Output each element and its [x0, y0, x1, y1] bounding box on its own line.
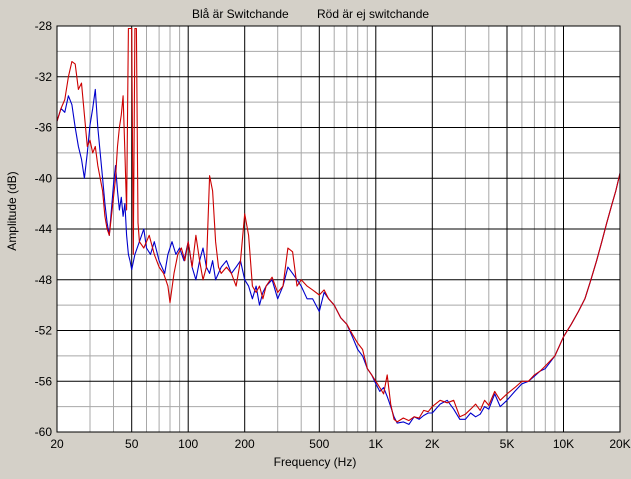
series-line-red [56, 27, 621, 423]
x-tick-label: 20K [609, 437, 630, 451]
x-tick-label: 500 [309, 437, 329, 451]
y-tick-label: -56 [35, 374, 53, 388]
y-tick-label: -60 [35, 425, 53, 439]
x-tick-label: 2K [425, 437, 440, 451]
plot-border [56, 25, 621, 433]
x-tick-label: 100 [178, 437, 198, 451]
y-tick-label: -28 [35, 19, 53, 33]
y-tick-label: -36 [35, 121, 53, 135]
title-right: Röd är ej switchande [317, 7, 429, 21]
y-tick-label: -48 [35, 273, 53, 287]
x-tick-labels: 20 50 100 200 500 1K 2K 5K 10K 20K [50, 437, 630, 451]
x-tick-label: 50 [125, 437, 139, 451]
y-tick-label: -40 [35, 171, 53, 185]
y-tick-labels: -28 -32 -36 -40 -44 -48 -52 -56 -60 [35, 19, 53, 439]
x-tick-label: 20 [50, 437, 64, 451]
y-tick-label: -44 [35, 222, 53, 236]
series-layer [56, 27, 621, 425]
x-tick-label: 200 [235, 437, 255, 451]
series-line-blue [56, 88, 621, 425]
x-tick-label: 10K [553, 437, 574, 451]
y-tick-label: -32 [35, 70, 53, 84]
title-left: Blå är Switchande [192, 7, 289, 21]
y-axis-label: Amplitude (dB) [5, 171, 19, 250]
x-axis-label: Frequency (Hz) [274, 455, 357, 469]
x-tick-label: 1K [368, 437, 383, 451]
x-tick-label: 5K [500, 437, 515, 451]
y-tick-label: -52 [35, 324, 53, 338]
